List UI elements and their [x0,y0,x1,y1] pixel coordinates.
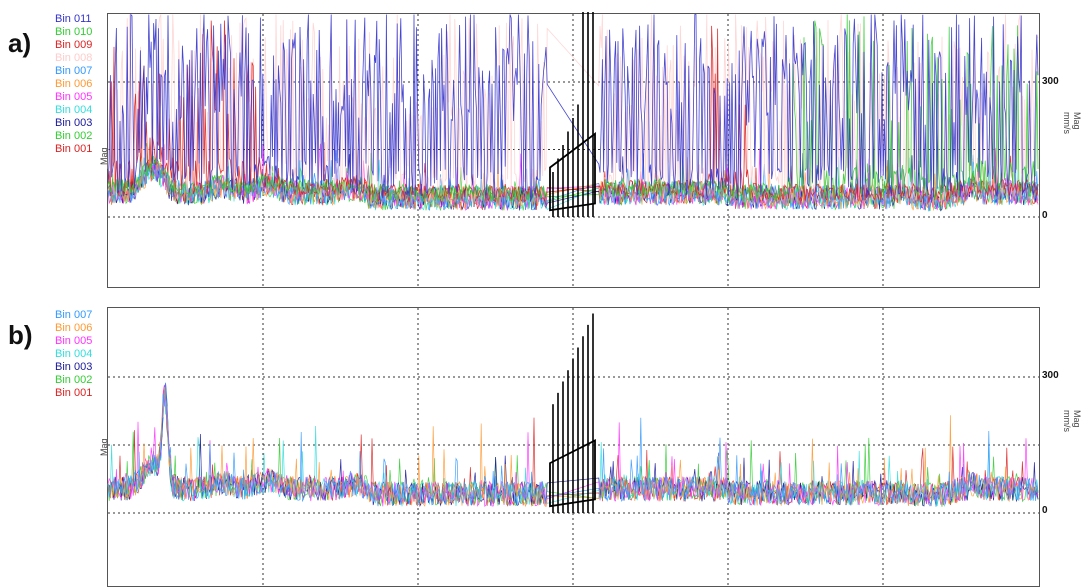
legend-entry: Bin 001 [55,143,93,155]
panel-a-legend: Bin 011 Bin 010 Bin 009 Bin 008 Bin 007 Bin 0… [55,13,92,156]
legend-entry: Bin 006 [55,322,93,334]
panel-a-letter: a) [8,28,32,58]
panel-b-tick-0: 0 [1042,505,1048,516]
legend-entry: Bin 004 [55,348,93,360]
legend-entry: Bin 003 [55,361,93,373]
legend-entry: Bin 008 [55,52,93,64]
panel-a-ylabel-right: Mag mm/s [1062,112,1082,134]
panel-b-plot-area[interactable] [107,307,1040,587]
burst-envelope [549,439,596,508]
legend-entry: Bin 009 [55,39,93,51]
legend-entry: Bin 004 [55,104,93,116]
legend-entry: Bin 002 [55,374,93,386]
burst-envelope [549,131,596,212]
legend-entry: Bin 002 [55,130,93,142]
legend-entry: Bin 001 [55,387,93,399]
legend-entry: Bin 003 [55,117,93,129]
panel-b-letter: b) [8,320,33,350]
panel-a-svg [107,12,1039,287]
legend-entry: Bin 010 [55,26,93,38]
legend-entry: Bin 005 [55,335,93,347]
legend-entry: Bin 007 [55,309,93,321]
panel-a-tick-0: 0 [1042,210,1048,221]
panel-b-tick-300: 300 [1042,370,1059,381]
panel-b-legend: Bin 007 Bin 006 Bin 005 Bin 004 Bin 003 Bin 0… [55,309,92,400]
legend-entry: Bin 007 [55,65,93,77]
legend-entry: Bin 011 [55,13,92,25]
legend-entry: Bin 006 [55,78,93,90]
panel-a-tick-300: 300 [1042,76,1059,87]
legend-entry: Bin 005 [55,91,93,103]
panel-b-svg [107,308,1039,586]
panel-a-plot-area[interactable] [107,12,1040,288]
panel-b-ylabel-right: Mag mm/s [1062,410,1082,432]
